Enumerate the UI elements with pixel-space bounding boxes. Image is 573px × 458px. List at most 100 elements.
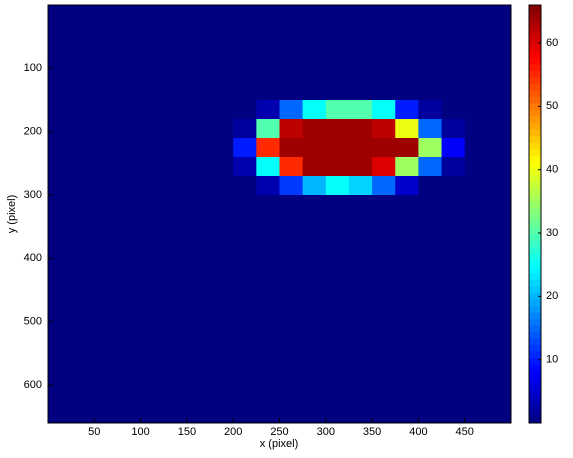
heatmap-cell — [348, 138, 373, 158]
heatmap-cell — [210, 328, 234, 348]
heatmap-cell — [210, 119, 234, 139]
heatmap-cell — [441, 157, 466, 177]
heatmap-cell — [94, 309, 118, 329]
heatmap-cell — [71, 271, 95, 291]
heatmap-cell — [418, 24, 443, 44]
colorbar-step — [529, 161, 541, 169]
heatmap-cell — [71, 214, 95, 234]
heatmap-cell — [186, 271, 211, 291]
colorbar-step — [529, 44, 541, 52]
heatmap-cell — [256, 24, 280, 44]
heatmap-cell — [372, 214, 396, 234]
heatmap-cell — [256, 309, 280, 329]
heatmap-cell — [441, 366, 466, 386]
heatmap-cell — [325, 290, 350, 310]
colorbar-step — [529, 174, 541, 182]
heatmap-cell — [48, 233, 72, 253]
heatmap-cell — [279, 5, 304, 25]
colorbar-step — [529, 122, 541, 130]
colorbar-step — [529, 116, 541, 124]
heatmap-cell — [94, 385, 118, 405]
heatmap-cell — [418, 347, 443, 367]
heatmap-cell — [325, 214, 350, 234]
heatmap-cell — [140, 233, 165, 253]
heatmap-cell — [140, 119, 165, 139]
colorbar-step — [529, 266, 541, 274]
colorbar-step — [529, 214, 541, 222]
heatmap-cell — [441, 233, 466, 253]
heatmap-cell — [441, 176, 466, 196]
heatmap-cell — [233, 309, 257, 329]
heatmap-cell — [117, 138, 142, 158]
heatmap-cell — [487, 119, 512, 139]
heatmap-cell — [325, 309, 350, 329]
heatmap-cell — [395, 5, 419, 25]
heatmap-cell — [302, 290, 327, 310]
heatmap-cell — [117, 81, 142, 101]
colorbar-step — [529, 18, 541, 26]
heatmap-cell — [441, 309, 466, 329]
heatmap-cell — [186, 347, 211, 367]
heatmap-cell — [487, 385, 512, 405]
colorbar-step — [529, 109, 541, 117]
heatmap-cell — [464, 271, 489, 291]
colorbar-step — [529, 403, 541, 411]
colorbar-step — [529, 311, 541, 319]
heatmap-cell — [48, 100, 72, 120]
heatmap-cell — [464, 62, 489, 82]
heatmap-cell — [325, 138, 350, 158]
heatmap-cell — [71, 366, 95, 386]
heatmap-cell — [233, 404, 257, 424]
colorbar-step — [529, 383, 541, 391]
heatmap-cell — [279, 100, 304, 120]
heatmap-cell — [302, 81, 327, 101]
colorbar-step — [529, 227, 541, 235]
heatmap-cell — [210, 62, 234, 82]
heatmap-cell — [163, 404, 188, 424]
heatmap-cell — [48, 347, 72, 367]
heatmap-cell — [48, 24, 72, 44]
heatmap-cell — [348, 233, 373, 253]
heatmap-cell — [395, 404, 419, 424]
colorbar-step — [529, 187, 541, 195]
heatmap-cell — [186, 366, 211, 386]
heatmap-cell — [302, 176, 327, 196]
heatmap-cell — [233, 233, 257, 253]
heatmap-cell — [487, 328, 512, 348]
heatmap-cell — [186, 214, 211, 234]
heatmap-cell — [210, 176, 234, 196]
heatmap-cell — [441, 404, 466, 424]
heatmap-cell — [233, 366, 257, 386]
colorbar-tick-label: 60 — [546, 37, 558, 49]
heatmap-cell — [487, 100, 512, 120]
colorbar-step — [529, 298, 541, 306]
heatmap-cell — [325, 366, 350, 386]
heatmap-cell — [372, 271, 396, 291]
heatmap-cell — [186, 138, 211, 158]
heatmap-cell — [372, 290, 396, 310]
heatmap-cell — [71, 347, 95, 367]
heatmap-cell — [325, 81, 350, 101]
heatmap-cell — [348, 176, 373, 196]
colorbar-step — [529, 285, 541, 293]
heatmap-cell — [163, 157, 188, 177]
heatmap-cell — [71, 176, 95, 196]
heatmap-cell — [348, 62, 373, 82]
heatmap-cell — [256, 271, 280, 291]
heatmap-cell — [348, 100, 373, 120]
heatmap-cell — [256, 404, 280, 424]
colorbar-step — [529, 135, 541, 143]
heatmap-cell — [210, 214, 234, 234]
heatmap-cell — [372, 176, 396, 196]
heatmap-cell — [325, 119, 350, 139]
heatmap-cell — [233, 214, 257, 234]
heatmap-cell — [464, 252, 489, 272]
heatmap-cell — [186, 328, 211, 348]
heatmap-cell — [372, 138, 396, 158]
heatmap-cell — [140, 24, 165, 44]
heatmap-cell — [117, 290, 142, 310]
heatmap-cell — [140, 404, 165, 424]
heatmap-cell — [418, 157, 443, 177]
heatmap-cell — [279, 328, 304, 348]
